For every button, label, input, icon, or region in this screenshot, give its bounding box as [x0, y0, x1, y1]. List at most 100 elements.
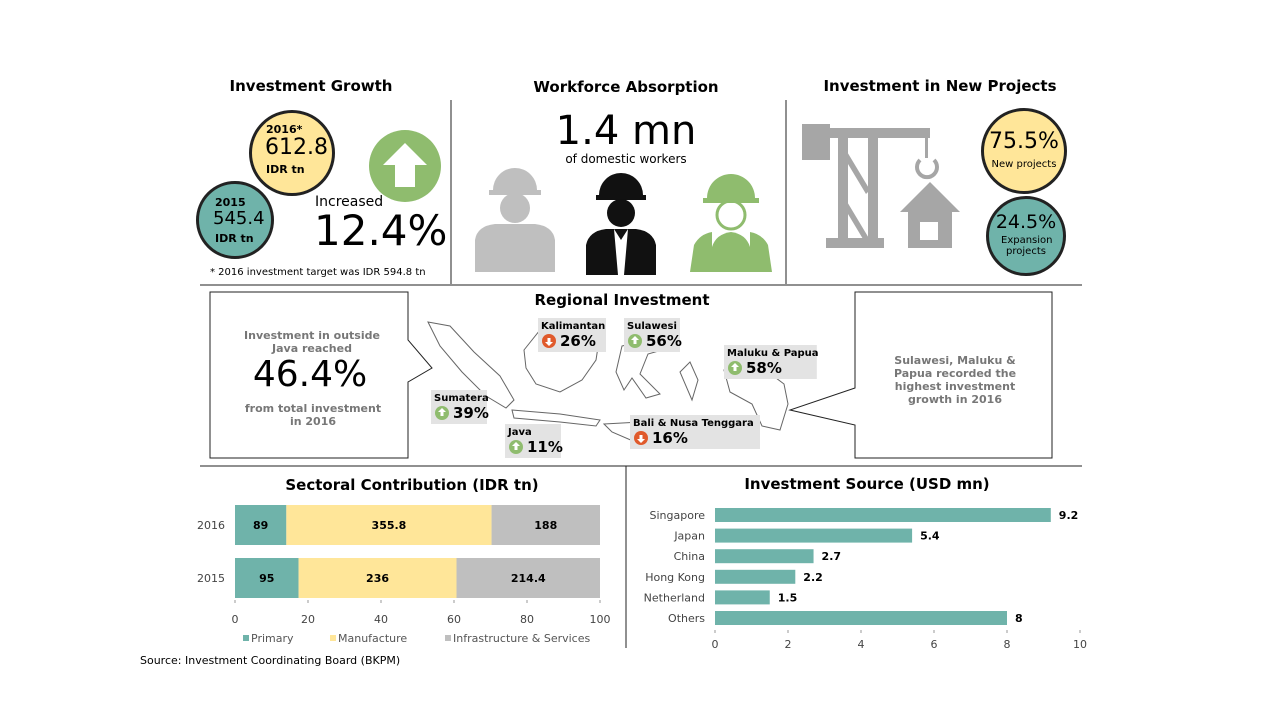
callout-text: Sulawesi, Maluku & Papua recorded the hi…	[893, 354, 1017, 406]
x-tick-label: 2	[785, 638, 792, 651]
x-tick-label: 40	[374, 613, 388, 626]
up-arrow-icon	[369, 130, 441, 202]
x-tick-label: 4	[858, 638, 865, 651]
data-label: 8	[1015, 612, 1023, 625]
bar	[715, 528, 913, 543]
y-tick-label: Singapore	[650, 509, 706, 522]
callout-boxes	[209, 291, 1053, 459]
change-value: 12.4%	[314, 206, 448, 255]
data-label: 89	[253, 519, 268, 532]
data-label: 5.4	[920, 530, 940, 543]
data-label: 355.8	[372, 519, 407, 532]
bubble-value: 75.5%	[989, 129, 1059, 154]
change-label: Increased	[315, 194, 384, 210]
bubble-expansion: 24.5% Expansion projects	[986, 196, 1066, 276]
section-title: Investment Growth	[229, 77, 393, 95]
legend-swatch	[330, 635, 336, 641]
data-label: 236	[366, 572, 389, 585]
region-value: 26%	[560, 332, 596, 350]
bar	[715, 590, 770, 605]
data-label: 9.2	[1059, 509, 1079, 522]
section-title: Regional Investment	[534, 291, 710, 309]
y-tick-label: Netherland	[644, 591, 705, 604]
bubble-label: 2016*	[266, 123, 303, 136]
data-label: 214.4	[511, 572, 546, 585]
bubble-value: 545.4	[213, 208, 265, 229]
y-tick-label: Hong Kong	[645, 571, 705, 584]
legend-label: Infrastructure & Services	[453, 632, 590, 645]
x-tick-label: 0	[712, 638, 719, 651]
region-name: Java	[507, 427, 532, 438]
trend-arrow	[438, 408, 446, 416]
region-name: Maluku & Papua	[727, 348, 819, 359]
chart-title: Sectoral Contribution (IDR tn)	[285, 476, 538, 494]
workforce-value: 1.4 mn	[555, 108, 697, 154]
region-name: Sumatera	[434, 393, 489, 404]
data-label: 95	[259, 572, 274, 585]
note: * 2016 investment target was IDR 594.8 t…	[210, 267, 426, 278]
chart-title: Investment Source (USD mn)	[744, 475, 989, 493]
region-value: 56%	[646, 332, 682, 350]
bubble-unit: IDR tn	[215, 232, 254, 245]
x-tick-label: 80	[520, 613, 534, 626]
trend-arrow	[512, 442, 520, 450]
region-value: 11%	[527, 438, 563, 456]
x-tick-label: 10	[1073, 638, 1087, 651]
bar	[715, 549, 814, 564]
worker-icons	[475, 168, 772, 275]
bubble-value: 24.5%	[995, 211, 1057, 233]
y-tick-label: Others	[668, 612, 705, 625]
crane-icon	[802, 124, 960, 248]
bar-segment	[491, 505, 600, 545]
legend-swatch	[243, 635, 249, 641]
bar	[715, 569, 796, 584]
legend-label: Manufacture	[338, 632, 407, 645]
y-tick-label: 2015	[197, 572, 225, 585]
bar-segment	[235, 558, 299, 598]
bubble-label: 2015	[215, 196, 246, 209]
x-tick-label: 100	[590, 613, 611, 626]
bubble-2016: 2016* 612.8 IDR tn	[249, 110, 335, 196]
x-tick-label: 8	[1004, 638, 1011, 651]
x-tick-label: 6	[931, 638, 938, 651]
region-value: 39%	[453, 404, 489, 422]
sectoral-chart: Sectoral Contribution (IDR tn) 0 20 40 60 80 1…	[197, 476, 611, 645]
bubble-label: New projects	[991, 159, 1057, 170]
bar	[715, 508, 1051, 522]
legend-swatch	[445, 635, 451, 641]
x-tick-label: 0	[232, 613, 239, 626]
region-value: 58%	[746, 359, 782, 377]
region-name: Kalimantan	[541, 321, 605, 332]
source-chart: Investment Source (USD mn) 0 2 4 6 8 10 Singapo…	[644, 475, 1087, 651]
legend-label: Primary	[251, 632, 294, 645]
bar-segment	[456, 558, 600, 598]
workforce-caption: of domestic workers	[565, 152, 687, 166]
section-title: Workforce Absorption	[533, 78, 719, 96]
bar-segment	[298, 558, 457, 598]
y-tick-label: 2016	[197, 519, 225, 532]
y-tick-label: China	[674, 550, 705, 563]
x-tick-label: 20	[301, 613, 315, 626]
data-label: 1.5	[778, 591, 798, 604]
data-label: 2.7	[822, 550, 842, 563]
callout-text: from total investment in 2016	[244, 402, 382, 428]
bubble-2015: 2015 545.4 IDR tn	[196, 181, 274, 259]
data-label: 188	[534, 519, 557, 532]
x-tick-label: 60	[447, 613, 461, 626]
bar-segment	[286, 505, 492, 545]
bubble-unit: IDR tn	[266, 163, 305, 176]
callout-value: 46.4%	[252, 354, 368, 395]
source: Source: Investment Coordinating Board (B…	[140, 654, 401, 667]
callout-text: Investment in outside Java reached	[244, 329, 380, 355]
trend-arrow	[631, 336, 639, 344]
trend-arrow	[731, 363, 739, 371]
dividers	[200, 100, 1082, 648]
y-tick-label: Japan	[673, 530, 705, 543]
region-name: Bali & Nusa Tenggara	[633, 418, 754, 429]
bubble-label: Expansion projects	[1001, 235, 1053, 257]
trend-arrow	[545, 338, 553, 346]
bar-segment	[235, 505, 287, 545]
